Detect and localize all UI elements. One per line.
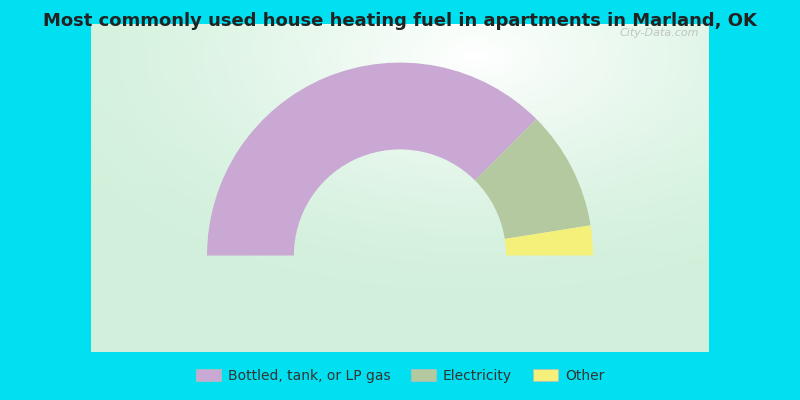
Wedge shape (207, 62, 537, 256)
Text: Most commonly used house heating fuel in apartments in Marland, OK: Most commonly used house heating fuel in… (43, 12, 757, 30)
Wedge shape (475, 119, 590, 239)
Wedge shape (505, 225, 593, 256)
Text: City-Data.com: City-Data.com (619, 28, 699, 38)
Legend: Bottled, tank, or LP gas, Electricity, Other: Bottled, tank, or LP gas, Electricity, O… (190, 364, 610, 388)
